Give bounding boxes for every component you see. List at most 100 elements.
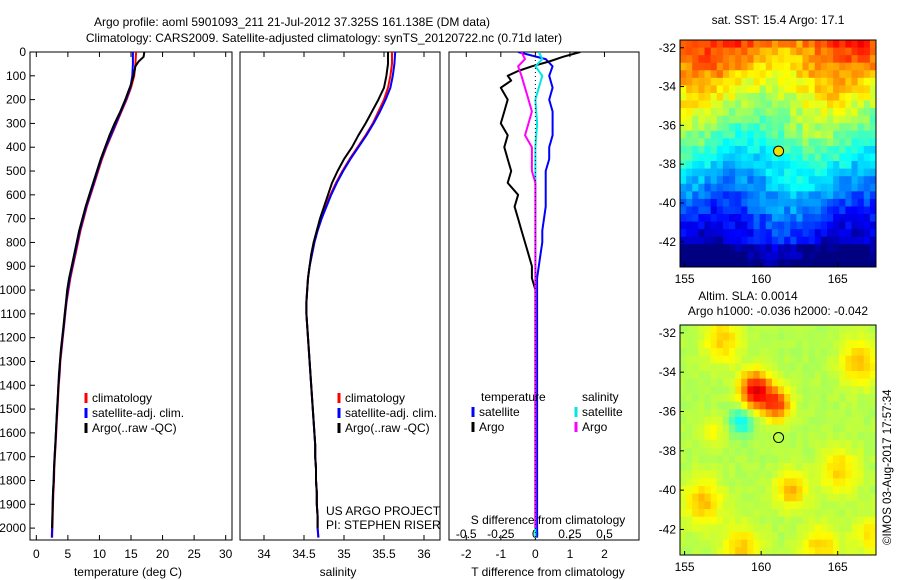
sla-cell-cell <box>814 355 822 364</box>
sla-cell-cell <box>692 463 699 472</box>
sst-cell-cell <box>851 62 859 71</box>
sla-cell-cell <box>820 386 828 395</box>
sst-cell-cell <box>753 145 761 155</box>
sla-cell-cell <box>704 440 712 449</box>
sst-cell-cell <box>771 70 779 79</box>
sst-cell-cell <box>833 138 840 147</box>
sst-cell-cell <box>686 214 693 223</box>
sla-cell-cell <box>790 501 797 510</box>
sst-cell-cell <box>827 62 834 71</box>
sla-cell-cell <box>729 394 736 403</box>
sla-cell-cell <box>814 532 822 541</box>
sla-cell-cell <box>845 371 853 380</box>
sla-cell-cell <box>686 524 693 533</box>
sla-cell-cell <box>869 493 876 502</box>
sst-cell-cell <box>796 176 804 185</box>
sst-cell-cell <box>820 236 828 245</box>
sla-cell-cell <box>839 371 846 380</box>
sla-cell-cell <box>759 417 767 426</box>
sst-cell-cell <box>692 62 699 71</box>
sla-cell-cell <box>753 478 761 487</box>
sla-cell-cell <box>692 424 699 433</box>
sst-cell-cell <box>796 108 804 117</box>
sst-cell-cell <box>765 251 773 261</box>
sst-cell-cell <box>765 55 773 64</box>
sst-cell-cell <box>802 206 810 215</box>
sla-cell-cell <box>869 417 876 426</box>
sla-cell-cell <box>869 478 876 487</box>
sst-cell-cell <box>857 47 865 56</box>
sla-cell-cell <box>716 401 724 410</box>
salinity-x-axis: 34 34.5 35 35.5 36 <box>257 52 431 561</box>
sla-cell-cell <box>863 455 871 464</box>
sla-cell-cell <box>722 509 730 518</box>
sla-cell-cell <box>753 424 761 433</box>
sla-cell-cell <box>833 386 840 395</box>
sla-cell-cell <box>796 340 804 349</box>
sla-cell-cell <box>796 371 804 380</box>
sla-cell-cell <box>735 440 742 449</box>
sst-cell-cell <box>704 138 712 147</box>
sla-cell-cell <box>680 325 687 334</box>
sla-cell-cell <box>814 478 822 487</box>
sst-cell-cell <box>747 100 755 109</box>
sla-cell-cell <box>753 455 761 464</box>
sst-cell-cell <box>845 244 853 253</box>
sla-cell-cell <box>765 501 773 510</box>
sst-cell-cell <box>722 198 730 208</box>
sst-cell-cell <box>790 130 797 139</box>
sst-cell-cell <box>704 100 712 109</box>
sst-cell-cell <box>704 130 712 139</box>
sst-cell-cell <box>869 145 876 155</box>
sla-map-axes: 155 160 165-32-34-36-38-40-42 <box>659 326 848 574</box>
sla-cell-cell <box>833 532 840 541</box>
sst-cell-cell <box>747 77 755 86</box>
sla-cell-cell <box>857 348 865 357</box>
sla-cell-cell <box>808 325 816 334</box>
sst-cell-cell <box>845 123 853 132</box>
sst-cell-cell <box>722 229 730 238</box>
sst-cell-cell <box>857 40 865 49</box>
salinity-panel: 34 34.5 35 35.5 36 climatologysatellite-adj.… <box>239 51 441 579</box>
sst-cell-cell <box>851 236 859 245</box>
sla-cell-cell <box>680 432 687 441</box>
sst-cell-cell <box>692 214 699 223</box>
sla-cell-cell <box>686 516 693 525</box>
sla-cell-cell <box>759 355 767 364</box>
sla-cell-cell <box>863 547 871 555</box>
sst-cell-cell <box>863 153 871 162</box>
sst-cell-cell <box>814 85 822 94</box>
sst-cell-cell <box>680 47 687 56</box>
sst-cell-cell <box>729 176 736 185</box>
sst-cell-cell <box>747 47 755 56</box>
sla-cell-cell <box>686 325 693 334</box>
sla-cell-cell <box>729 325 736 334</box>
sla-cell-cell <box>710 401 718 410</box>
sst-cell-cell <box>784 40 791 49</box>
sla-cell-cell <box>869 355 876 364</box>
sst-cell-cell <box>814 70 822 79</box>
sst-cell-cell <box>839 85 846 94</box>
sla-cell-cell <box>735 501 742 510</box>
sla-cell-cell <box>710 455 718 464</box>
sla-cell-cell <box>790 394 797 403</box>
sst-cell-cell <box>869 259 876 267</box>
sla-cell-cell <box>722 486 730 495</box>
sla-cell-cell <box>753 524 761 533</box>
sla-cell-cell <box>747 493 755 502</box>
sla-cell-cell <box>765 340 773 349</box>
sla-cell-cell <box>722 424 730 433</box>
sst-cell-cell <box>686 236 693 245</box>
sst-cell-cell <box>771 130 779 139</box>
sla-cell-cell <box>722 447 730 456</box>
sst-cell-cell <box>692 77 699 86</box>
sla-cell-cell <box>814 371 822 380</box>
sst-cell-cell <box>778 221 785 230</box>
sst-cell-cell <box>722 92 730 102</box>
sla-cell-cell <box>710 532 718 541</box>
sla-cell-cell <box>747 363 755 372</box>
sla-cell-cell <box>851 532 859 541</box>
sla-cell-cell <box>753 394 761 403</box>
sst-cell-cell <box>845 138 853 147</box>
sla-cell-cell <box>771 532 779 541</box>
